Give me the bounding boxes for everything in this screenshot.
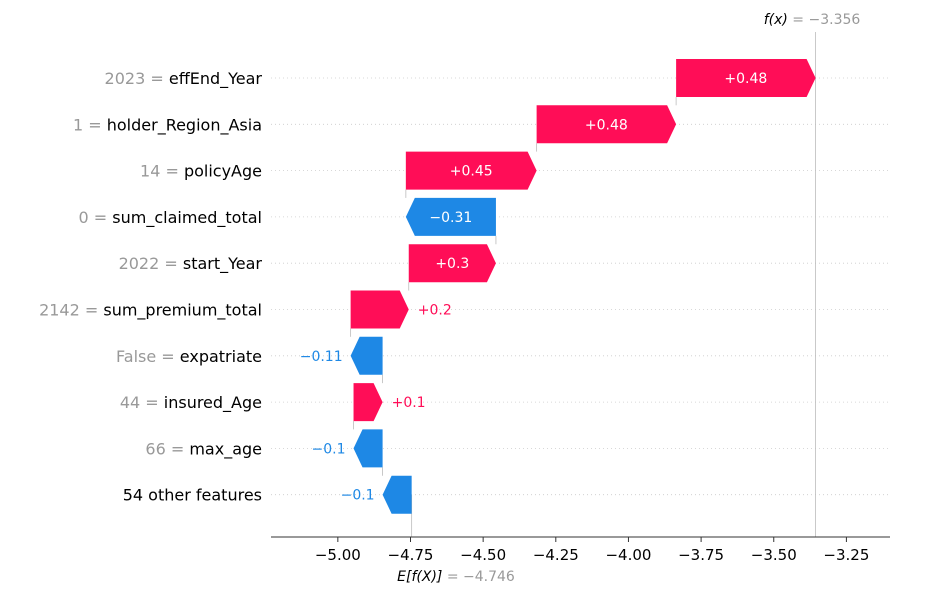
feature-label: False = expatriate xyxy=(116,347,262,366)
feature-name: sum_premium_total xyxy=(103,301,262,321)
contribution-bars xyxy=(350,59,816,514)
fx-label: f(x) = −3.356 xyxy=(764,12,861,28)
waterfall-bar xyxy=(536,105,677,144)
feature-label: 66 = max_age xyxy=(145,439,262,459)
feature-label: 2022 = start_Year xyxy=(119,254,263,274)
feature-value: 2142 = xyxy=(39,301,103,320)
feature-name: policyAge xyxy=(184,162,262,181)
bar-value-label: +0.3 xyxy=(435,256,469,272)
fx-equals: = xyxy=(788,12,809,28)
ex-prefix: E[f(X)] xyxy=(397,569,442,585)
feature-value: 2022 = xyxy=(119,254,183,273)
bar-value-label: +0.2 xyxy=(418,303,452,319)
fx-prefix: f(x) xyxy=(764,12,788,28)
feature-value: False = xyxy=(116,347,180,366)
x-tick-label: −3.50 xyxy=(751,546,797,564)
feature-value: 66 = xyxy=(145,439,189,458)
bar-value-label: +0.45 xyxy=(450,164,493,180)
feature-name: sum_claimed_total xyxy=(112,208,262,228)
waterfall-bar xyxy=(408,244,496,283)
feature-value: 14 = xyxy=(140,162,184,181)
waterfall-bar xyxy=(382,475,412,514)
bar-value-label: +0.1 xyxy=(392,395,426,411)
ex-annotation: E[f(X)] = −4.746 xyxy=(397,569,515,585)
ex-label: E[f(X)] = −4.746 xyxy=(397,569,515,585)
x-tick-label: −3.25 xyxy=(823,546,869,564)
waterfall-bar xyxy=(405,197,496,236)
bar-value-label: −0.1 xyxy=(341,488,375,504)
feature-name: 54 other features xyxy=(123,486,262,505)
feature-value: 0 = xyxy=(79,208,113,227)
feature-labels: +0.48 2023 = effEnd_Year +0.48 1 = holder_R… xyxy=(39,69,767,505)
feature-name: max_age xyxy=(189,439,262,459)
x-tick-label: −4.75 xyxy=(388,546,434,564)
feature-name: holder_Region_Asia xyxy=(107,115,262,135)
waterfall-bar xyxy=(353,429,383,468)
bar-value-label: −0.31 xyxy=(429,210,472,226)
feature-label: 44 = insured_Age xyxy=(120,393,262,413)
x-axis: −5.00 −4.75 −4.50 −4.25 −4.00 −3.75 −3.50 −3.25 xyxy=(271,536,890,564)
bar-value-label: −0.11 xyxy=(300,349,343,365)
feature-label: 2023 = effEnd_Year xyxy=(105,69,263,89)
feature-label: 14 = policyAge xyxy=(140,162,262,181)
bar-value-label: +0.48 xyxy=(724,71,767,87)
waterfall-bar xyxy=(676,59,816,97)
x-tick-label: −4.50 xyxy=(460,546,506,564)
x-tick-label: −3.75 xyxy=(678,546,724,564)
feature-name: start_Year xyxy=(183,254,263,274)
bar-value-label: +0.48 xyxy=(585,117,628,133)
waterfall-bar xyxy=(350,336,383,375)
feature-value: 1 = xyxy=(73,115,107,134)
feature-label: 2142 = sum_premium_total xyxy=(39,301,262,321)
x-tick-label: −4.00 xyxy=(605,546,651,564)
feature-name: effEnd_Year xyxy=(169,69,263,89)
fx-annotation: f(x) = −3.356 xyxy=(764,12,861,28)
bar-value-label: −0.1 xyxy=(312,441,346,457)
ex-equals: = xyxy=(442,569,463,585)
waterfall-bar xyxy=(353,383,383,422)
x-tick-label: −4.25 xyxy=(533,546,579,564)
fx-value: −3.356 xyxy=(808,12,860,28)
x-tick-label: −5.00 xyxy=(315,546,361,564)
ex-value: −4.746 xyxy=(463,569,515,585)
waterfall-bar xyxy=(350,290,409,329)
feature-name: expatriate xyxy=(180,347,262,366)
feature-name: insured_Age xyxy=(164,393,262,413)
feature-label: 1 = holder_Region_Asia xyxy=(73,115,262,135)
feature-value: 2023 = xyxy=(105,69,169,88)
waterfall-bar xyxy=(405,151,537,190)
feature-label: 0 = sum_claimed_total xyxy=(79,208,263,228)
feature-value: 44 = xyxy=(120,393,164,412)
feature-label: 54 other features xyxy=(123,486,262,505)
